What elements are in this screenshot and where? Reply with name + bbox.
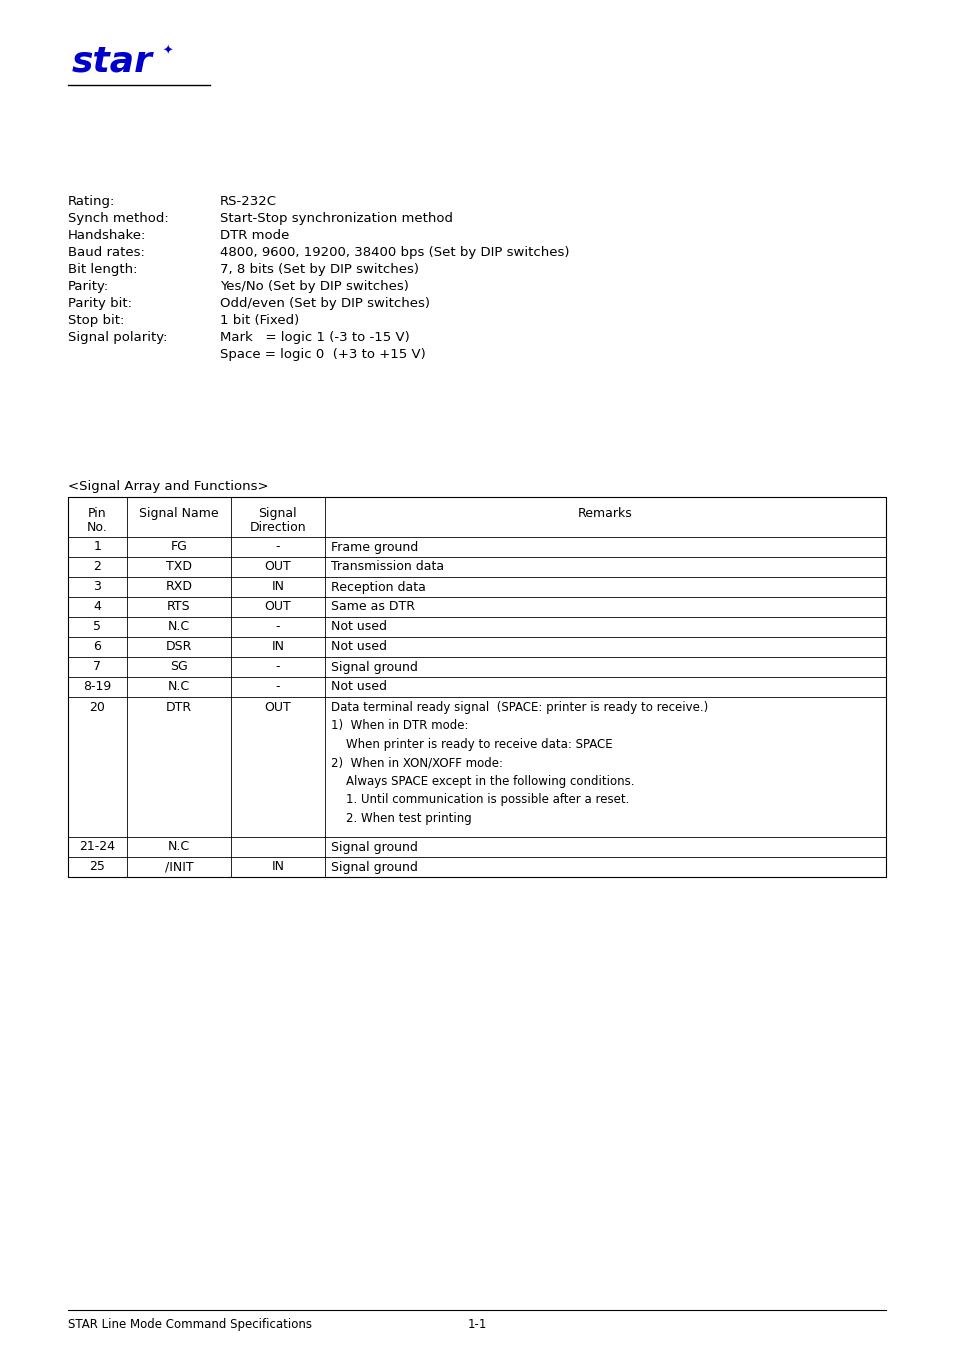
Text: N.C: N.C	[168, 620, 190, 634]
Text: Space = logic 0  (+3 to +15 V): Space = logic 0 (+3 to +15 V)	[220, 349, 425, 361]
Text: RXD: RXD	[165, 581, 193, 593]
Text: 1-1: 1-1	[467, 1319, 486, 1331]
Text: Bit length:: Bit length:	[68, 263, 137, 276]
Text: IN: IN	[271, 581, 284, 593]
Text: DSR: DSR	[166, 640, 192, 654]
Text: Frame ground: Frame ground	[331, 540, 417, 554]
Text: Signal ground: Signal ground	[331, 840, 417, 854]
Text: -: -	[275, 620, 280, 634]
Text: Remarks: Remarks	[578, 507, 632, 520]
Text: Same as DTR: Same as DTR	[331, 600, 415, 613]
Text: Not used: Not used	[331, 681, 387, 693]
Text: 5: 5	[93, 620, 101, 634]
Text: OUT: OUT	[264, 701, 291, 713]
Text: -: -	[275, 540, 280, 554]
Text: 7: 7	[93, 661, 101, 674]
Text: star: star	[71, 45, 152, 78]
Text: DTR: DTR	[166, 701, 192, 713]
Text: Signal Name: Signal Name	[139, 507, 218, 520]
Text: FG: FG	[171, 540, 187, 554]
Text: Handshake:: Handshake:	[68, 230, 146, 242]
Text: 1: 1	[93, 540, 101, 554]
Text: 1 bit (Fixed): 1 bit (Fixed)	[220, 313, 299, 327]
Text: Stop bit:: Stop bit:	[68, 313, 124, 327]
Text: /INIT: /INIT	[164, 861, 193, 874]
Text: Reception data: Reception data	[331, 581, 425, 593]
Text: Mark   = logic 1 (-3 to -15 V): Mark = logic 1 (-3 to -15 V)	[220, 331, 410, 345]
Text: OUT: OUT	[264, 561, 291, 574]
Text: Baud rates:: Baud rates:	[68, 246, 145, 259]
Text: Start-Stop synchronization method: Start-Stop synchronization method	[220, 212, 453, 226]
Text: Signal: Signal	[258, 507, 296, 520]
Text: OUT: OUT	[264, 600, 291, 613]
Text: Parity:: Parity:	[68, 280, 110, 293]
Text: No.: No.	[87, 521, 108, 534]
Text: N.C: N.C	[168, 840, 190, 854]
Text: Yes/No (Set by DIP switches): Yes/No (Set by DIP switches)	[220, 280, 409, 293]
Text: Not used: Not used	[331, 620, 387, 634]
Text: 3: 3	[93, 581, 101, 593]
Text: TXD: TXD	[166, 561, 192, 574]
Text: -: -	[275, 681, 280, 693]
Text: Synch method:: Synch method:	[68, 212, 169, 226]
Bar	[68, 497, 885, 877]
Text: 21-24: 21-24	[79, 840, 115, 854]
Text: 4800, 9600, 19200, 38400 bps (Set by DIP switches): 4800, 9600, 19200, 38400 bps (Set by DIP…	[220, 246, 569, 259]
Text: Parity bit:: Parity bit:	[68, 297, 132, 309]
Text: 6: 6	[93, 640, 101, 654]
Text: RS-232C: RS-232C	[220, 195, 276, 208]
Text: Signal ground: Signal ground	[331, 861, 417, 874]
Text: Rating:: Rating:	[68, 195, 115, 208]
Text: Signal polarity:: Signal polarity:	[68, 331, 168, 345]
Text: Pin: Pin	[88, 507, 107, 520]
Text: 7, 8 bits (Set by DIP switches): 7, 8 bits (Set by DIP switches)	[220, 263, 418, 276]
Text: N.C: N.C	[168, 681, 190, 693]
Text: ✦: ✦	[163, 45, 173, 58]
Text: <Signal Array and Functions>: <Signal Array and Functions>	[68, 480, 269, 493]
Text: Signal ground: Signal ground	[331, 661, 417, 674]
Text: 20: 20	[90, 701, 105, 713]
Text: Direction: Direction	[250, 521, 306, 534]
Text: Transmission data: Transmission data	[331, 561, 443, 574]
Text: RTS: RTS	[167, 600, 191, 613]
Text: IN: IN	[271, 861, 284, 874]
Text: 25: 25	[90, 861, 105, 874]
Text: Not used: Not used	[331, 640, 387, 654]
Text: 2: 2	[93, 561, 101, 574]
Text: Data terminal ready signal  (SPACE: printer is ready to receive.)
1)  When in DT: Data terminal ready signal (SPACE: print…	[331, 701, 707, 825]
Text: Odd/even (Set by DIP switches): Odd/even (Set by DIP switches)	[220, 297, 430, 309]
Text: -: -	[275, 661, 280, 674]
Text: SG: SG	[170, 661, 188, 674]
Text: IN: IN	[271, 640, 284, 654]
Text: STAR Line Mode Command Specifications: STAR Line Mode Command Specifications	[68, 1319, 312, 1331]
Text: 4: 4	[93, 600, 101, 613]
Text: DTR mode: DTR mode	[220, 230, 289, 242]
Text: 8-19: 8-19	[83, 681, 112, 693]
